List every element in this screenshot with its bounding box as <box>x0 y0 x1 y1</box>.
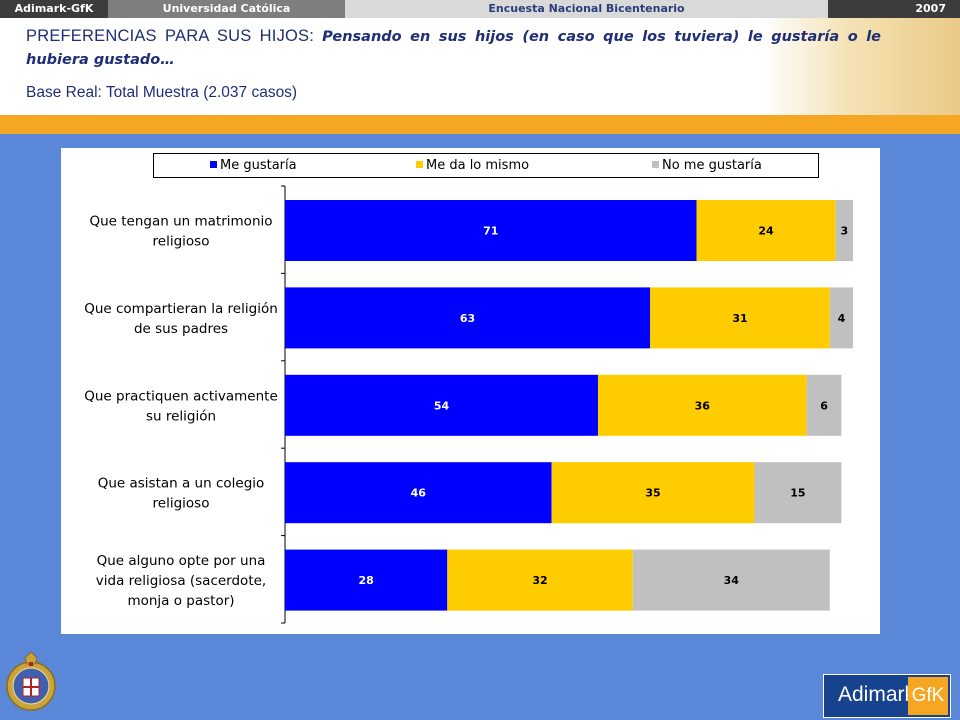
bar-segment <box>754 462 842 524</box>
category-label: Que alguno opte por una <box>97 553 266 569</box>
bar-segment <box>632 549 830 611</box>
legend-label: Me gustaría <box>220 158 297 173</box>
data-label: 46 <box>411 487 427 500</box>
bar-segment <box>835 200 853 261</box>
data-label: 28 <box>358 574 373 587</box>
data-label: 24 <box>758 225 774 238</box>
university-crest-icon <box>6 651 56 711</box>
bar-segment <box>447 549 633 611</box>
data-label: 36 <box>695 399 711 412</box>
category-label: de sus padres <box>134 321 228 337</box>
category-label: religioso <box>153 234 210 250</box>
data-label: 63 <box>460 312 475 325</box>
data-label: 15 <box>790 487 805 500</box>
bar-segment <box>829 287 853 349</box>
logo-adimark-text: Adimark <box>838 683 916 706</box>
slide-header: PREFERENCIAS PARA SUS HIJOS: Pensando en… <box>0 18 960 115</box>
building-photo <box>760 18 960 115</box>
bar-segment <box>551 462 755 524</box>
bar-segment <box>285 549 448 611</box>
topbar-year: 2007 <box>828 0 960 18</box>
bar-segment <box>597 374 807 436</box>
category-label: monja o pastor) <box>127 593 234 609</box>
bar-segment <box>285 200 697 261</box>
bar-segment <box>285 287 651 349</box>
orange-band <box>0 115 960 134</box>
category-label: religioso <box>153 496 210 512</box>
bar-segment <box>285 374 598 436</box>
legend-item-me-da-lo-mismo: Me da lo mismo <box>416 154 529 177</box>
data-label: 71 <box>483 225 498 238</box>
data-label: 35 <box>645 487 660 500</box>
legend-item-me-gustaria: Me gustaría <box>210 154 297 177</box>
topbar-university: Universidad Católica <box>108 0 345 18</box>
data-label: 54 <box>434 399 450 412</box>
category-label: vida religiosa (sacerdote, <box>96 573 266 589</box>
title-question: Pensando en sus hijos (en caso que los t… <box>26 29 882 68</box>
bar-segment <box>806 374 842 436</box>
legend-swatch <box>652 161 659 168</box>
chart-legend: Me gustaría Me da lo mismo No me gustarí… <box>153 153 819 178</box>
data-label: 6 <box>820 399 828 412</box>
topbar-company: Adimark-GfK <box>0 0 108 18</box>
category-label: su religión <box>146 408 216 424</box>
topbar-survey: Encuesta Nacional Bicentenario <box>345 0 828 18</box>
data-label: 4 <box>838 312 846 325</box>
legend-swatch <box>416 161 423 168</box>
title-main: PREFERENCIAS PARA SUS HIJOS: <box>26 27 315 45</box>
adimark-gfk-logo: Adimark GfK <box>823 674 951 718</box>
top-bar: Adimark-GfK Universidad Católica Encuest… <box>0 0 960 18</box>
bar-segment <box>650 287 830 349</box>
logo-gfk-text: GfK <box>908 677 948 715</box>
bar-segment <box>696 200 836 261</box>
data-label: 34 <box>724 574 740 587</box>
bar-segment <box>285 462 552 524</box>
legend-swatch <box>210 161 217 168</box>
legend-label: No me gustaría <box>662 158 762 173</box>
sample-base: Base Real: Total Muestra (2.037 casos) <box>26 84 298 101</box>
category-label: Que tengan un matrimonio <box>89 214 272 230</box>
data-label: 31 <box>732 312 747 325</box>
category-label: Que asistan a un colegio <box>98 476 265 492</box>
category-label: Que compartieran la religión <box>84 301 278 317</box>
slide-title: PREFERENCIAS PARA SUS HIJOS: Pensando en… <box>26 25 881 71</box>
data-label: 3 <box>840 225 848 238</box>
legend-item-no-me-gustaria: No me gustaría <box>652 154 762 177</box>
data-label: 32 <box>532 574 547 587</box>
legend-label: Me da lo mismo <box>426 158 530 173</box>
category-label: Que practiquen activamente <box>84 388 278 404</box>
chart-area: Me gustaría Me da lo mismo No me gustarí… <box>61 148 880 634</box>
